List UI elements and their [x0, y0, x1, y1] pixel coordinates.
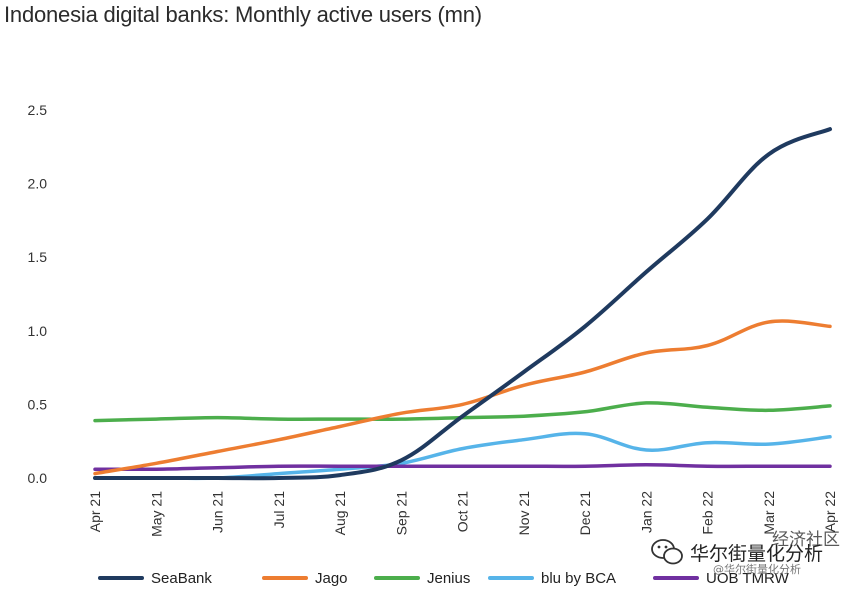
x-tick-label: Jan 22	[638, 491, 654, 533]
series-lines	[93, 127, 832, 481]
watermark-corner-text: 经济社区	[772, 530, 840, 550]
series-line-uob-tmrw	[93, 463, 832, 472]
legend-label: Jenius	[427, 570, 470, 587]
legend-label: Jago	[315, 570, 348, 587]
series-line-seabank	[93, 127, 832, 481]
x-axis: Apr 21 May 21 Jun 21 Jul 21 Aug 21 Sep 21 Oct …	[87, 491, 838, 537]
legend-label: blu by BCA	[541, 570, 616, 587]
chart-title: Indonesia digital banks: Monthly active …	[4, 2, 482, 27]
x-tick-label: Dec 21	[577, 491, 593, 536]
x-tick-label: Mar 22	[761, 491, 777, 535]
x-tick-label: May 21	[148, 491, 164, 537]
x-tick-label: Feb 22	[700, 491, 716, 535]
x-tick-label: Sep 21	[393, 491, 409, 536]
watermark-sub-text: @华尔街量化分析	[713, 562, 801, 576]
watermark-main-text: 华尔街量化分析	[690, 543, 823, 565]
legend-label: SeaBank	[151, 570, 212, 587]
x-tick-label: Oct 21	[455, 491, 471, 532]
watermark: 华尔街量化分析 @华尔街量化分析 经济社区	[651, 530, 840, 576]
x-tick-label: Jun 21	[210, 491, 226, 533]
y-tick-label: 0.0	[28, 470, 48, 486]
y-tick-label: 1.5	[28, 249, 48, 265]
x-tick-label: Apr 22	[822, 491, 838, 532]
y-axis: 0.0 0.5 1.0 1.5 2.0 2.5	[28, 102, 48, 486]
y-tick-label: 2.0	[28, 176, 48, 192]
series-line-jago	[93, 319, 832, 476]
legend-label: UOB TMRW	[706, 570, 790, 587]
x-tick-label: Jul 21	[271, 491, 287, 529]
x-tick-label: Aug 21	[332, 491, 348, 536]
y-tick-label: 0.5	[28, 396, 48, 412]
wechat-icon	[651, 539, 683, 565]
y-tick-label: 1.0	[28, 323, 48, 339]
series-line-blu-by-bca	[93, 431, 832, 481]
x-tick-label: Apr 21	[87, 491, 103, 532]
x-tick-label: Nov 21	[516, 491, 532, 536]
y-tick-label: 2.5	[28, 102, 48, 118]
legend: SeaBank Jago Jenius blu by BCA UOB TMRW	[98, 570, 790, 587]
